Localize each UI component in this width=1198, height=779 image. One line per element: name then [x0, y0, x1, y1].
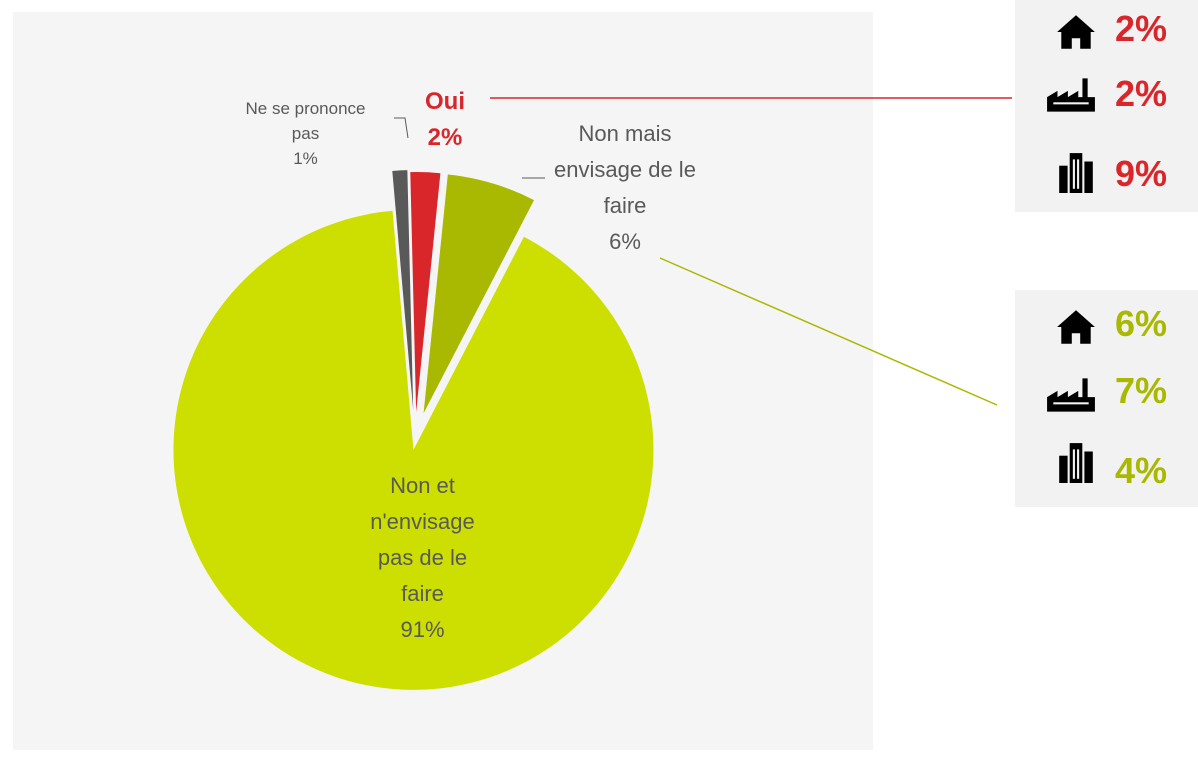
slice-value: 2%: [427, 124, 463, 151]
slice-label: Non mais envisage de le faire 6%: [550, 116, 700, 260]
slice-value: 1%: [293, 149, 318, 168]
slice-value: 91%: [400, 617, 445, 642]
slice-label: Oui 2%: [405, 84, 485, 156]
breakdown-value: 2%: [1115, 73, 1168, 114]
slice-label: Non et n'envisage pas de le faire 91%: [365, 468, 480, 648]
slice-name: Oui: [425, 88, 465, 115]
breakdown-panel: [1015, 290, 1198, 507]
breakdown-value: 7%: [1115, 370, 1168, 411]
slice-name: Non mais envisage de le faire: [554, 121, 696, 218]
slice-value: 6%: [609, 229, 641, 254]
pie-slice: [392, 170, 414, 411]
leader-line: [394, 117, 409, 139]
pie-slice: [423, 174, 535, 414]
pie-slice: [410, 172, 441, 413]
breakdown-value: 4%: [1115, 450, 1168, 491]
breakdown-value: 9%: [1115, 153, 1168, 194]
slice-label: Ne se prononce pas 1%: [238, 96, 373, 171]
pie-slice: [173, 210, 654, 690]
slice-name: Non et n'envisage pas de le faire: [370, 473, 475, 606]
breakdown-value: 6%: [1115, 303, 1168, 344]
slice-name: Ne se prononce pas: [245, 99, 366, 143]
breakdown-value: 2%: [1115, 8, 1168, 49]
connector-line: [659, 257, 998, 406]
breakdown-panel: [1015, 0, 1198, 212]
